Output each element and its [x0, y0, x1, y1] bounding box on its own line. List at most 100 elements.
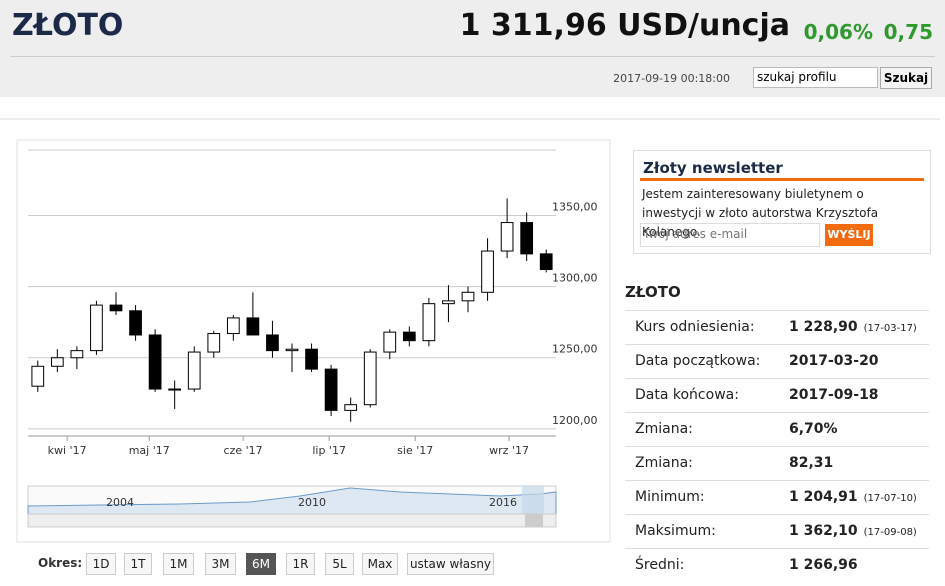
summary-row: Zmiana: 82,31	[625, 446, 929, 481]
candle-body	[226, 317, 240, 335]
timestamp: 2017-09-19 00:18:00	[613, 72, 730, 85]
candle-body	[363, 351, 377, 406]
period-button[interactable]: Max	[362, 553, 398, 575]
period-button[interactable]: 1D	[86, 553, 116, 575]
change-pct: 0,06%	[803, 20, 873, 44]
email-input[interactable]: Twój adres e-mail	[640, 223, 820, 247]
y-tick-label: 1250,00	[552, 343, 598, 356]
row-value: 1 204,91 (17-07-10)	[789, 489, 917, 505]
candle-body	[246, 317, 260, 336]
candle-body	[266, 334, 279, 352]
row-note: (17-09-08)	[863, 527, 917, 538]
x-tick-label: cze '17	[224, 444, 263, 457]
summary-row: Kurs odniesienia: 1 228,90 (17-03-17)	[625, 310, 929, 345]
divider	[10, 56, 935, 57]
price: 1 311,96 USD/uncja	[459, 8, 790, 43]
candle-body	[148, 334, 162, 390]
row-value: 2017-09-18	[789, 387, 879, 403]
row-note: (17-03-17)	[863, 323, 917, 334]
summary-row: Data końcowa: 2017-09-18	[625, 378, 929, 413]
candle-body	[187, 351, 201, 390]
value-text: 2017-03-20	[789, 353, 879, 369]
period-button[interactable]: 1T	[124, 553, 152, 575]
candle-body	[129, 310, 142, 336]
search-button[interactable]: Szukaj	[880, 67, 932, 89]
row-label: Minimum:	[635, 489, 705, 505]
row-value: 6,70%	[789, 421, 838, 437]
value-text: 1 204,91	[789, 489, 858, 505]
newsletter-text: Jestem zainteresowany biuletynem o inwes…	[642, 187, 879, 239]
navigator-label: 2016	[489, 496, 517, 509]
candle-body	[520, 222, 534, 255]
row-label: Średni:	[635, 557, 685, 573]
x-tick-label: lip '17	[312, 444, 346, 457]
navigator-label: 2004	[106, 496, 134, 509]
scrollbar[interactable]	[27, 513, 557, 528]
row-value: 1 362,10 (17-09-08)	[789, 523, 917, 539]
candle-body	[285, 348, 299, 352]
row-label: Data końcowa:	[635, 387, 739, 403]
summary-row: Data początkowa: 2017-03-20	[625, 344, 929, 379]
row-value: 1 228,90 (17-03-17)	[789, 319, 917, 335]
header: ZŁOTO 1 311,96 USD/uncja 0,06% 0,75 2017…	[0, 0, 945, 97]
row-value: 2017-03-20	[789, 353, 879, 369]
value-text: 2017-09-18	[789, 387, 879, 403]
candle-body	[305, 348, 318, 370]
period-button[interactable]: 1M	[163, 553, 194, 575]
row-label: Zmiana:	[635, 421, 693, 437]
navigator-area	[27, 487, 557, 515]
candle-body	[481, 250, 494, 293]
candle-body	[324, 368, 338, 411]
candle-body	[500, 222, 514, 252]
newsletter: Złoty newsletter Jestem zainteresowany b…	[633, 150, 931, 254]
row-label: Zmiana:	[635, 455, 693, 471]
row-label: Maksimum:	[635, 523, 716, 539]
candle-body	[383, 331, 397, 353]
y-tick-label: 1350,00	[552, 200, 598, 213]
period-button[interactable]: 1R	[286, 553, 315, 575]
period-button[interactable]: 3M	[205, 553, 236, 575]
candle-body	[442, 300, 455, 305]
candle-body	[70, 350, 84, 359]
row-value: 1 266,96	[789, 557, 858, 573]
x-tick-label: maj '17	[129, 444, 170, 457]
summary-row: Średni: 1 266,96	[625, 548, 929, 583]
row-note: (17-07-10)	[863, 493, 917, 504]
summary-row: Minimum: 1 204,91 (17-07-10)	[625, 480, 929, 515]
period-button[interactable]: 6M	[246, 553, 276, 575]
change: 0,75	[883, 20, 933, 44]
navigator-window[interactable]	[522, 486, 544, 514]
search-input[interactable]: szukaj profilu	[753, 67, 878, 88]
candle-body	[50, 357, 64, 367]
y-tick-label: 1300,00	[552, 272, 598, 285]
candle-body	[539, 253, 553, 271]
candle-body	[207, 333, 221, 353]
row-label: Data początkowa:	[635, 353, 761, 369]
y-tick-label: 1200,00	[552, 414, 598, 427]
send-button[interactable]: WYŚLIJ	[825, 224, 873, 246]
candle-body	[31, 365, 45, 387]
period-label: Okres:	[38, 556, 83, 570]
navigator-label: 2010	[298, 496, 326, 509]
newsletter-title: Złoty newsletter	[643, 159, 783, 177]
chart: 1200,00 1250,00 1300,00 1350,00 kwi '17 maj '…	[16, 139, 611, 543]
x-tick-label: sie '17	[397, 444, 433, 457]
scrollbar-thumb[interactable]	[525, 514, 543, 527]
value-text: 1 266,96	[789, 557, 858, 573]
title: ZŁOTO	[12, 8, 124, 43]
candle-body	[422, 303, 436, 342]
row-value: 82,31	[789, 455, 833, 471]
period-button[interactable]: ustaw własny	[407, 553, 494, 575]
candle-body	[168, 388, 182, 391]
value-text: 1 362,10	[789, 523, 858, 539]
x-tick-label: wrz '17	[489, 444, 529, 457]
value-text: 82,31	[789, 455, 834, 471]
period-button[interactable]: 5L	[325, 553, 354, 575]
summary-row: Zmiana: 6,70%	[625, 412, 929, 447]
value-text: 6,70%	[789, 421, 838, 437]
candle-body	[90, 304, 103, 352]
value-text: 1 228,90	[789, 319, 858, 335]
x-tick-label: kwi '17	[48, 444, 87, 457]
candle-body	[344, 404, 358, 411]
